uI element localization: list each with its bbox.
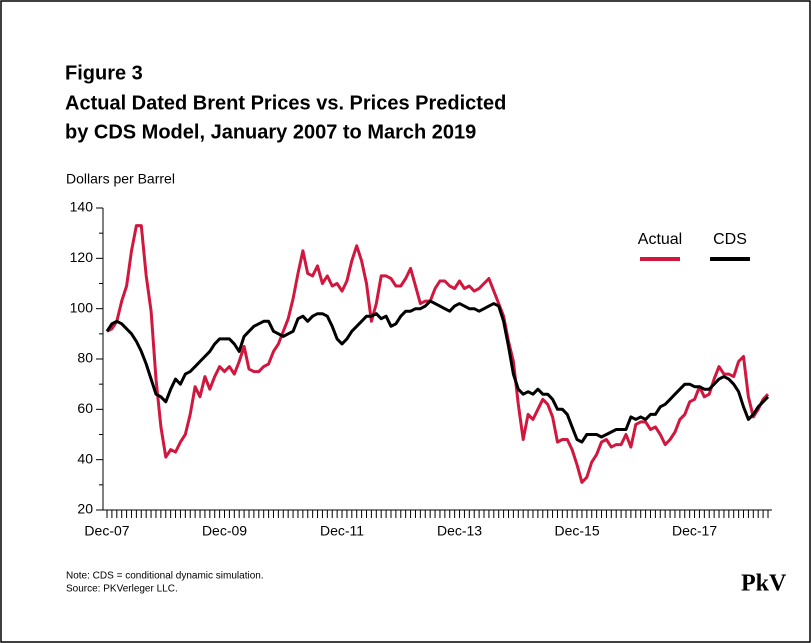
chart-title: by CDS Model, January 2007 to March 2019 bbox=[65, 121, 476, 143]
y-tick-label: 60 bbox=[77, 400, 93, 416]
y-tick-label: 100 bbox=[70, 299, 94, 315]
x-tick-label: Dec-13 bbox=[437, 523, 482, 539]
figure-number: Figure 3 bbox=[65, 62, 143, 84]
source: Source: PKVerleger LLC. bbox=[66, 584, 178, 595]
x-tick-label: Dec-15 bbox=[554, 523, 599, 539]
note: Note: CDS = conditional dynamic simulati… bbox=[66, 571, 264, 582]
legend-label: Actual bbox=[638, 231, 682, 248]
x-tick-label: Dec-09 bbox=[202, 523, 247, 539]
line-series bbox=[105, 299, 770, 444]
x-tick-label: Dec-11 bbox=[320, 523, 364, 539]
legend-label: CDS bbox=[713, 231, 747, 248]
x-tick-label: Dec-17 bbox=[672, 523, 717, 539]
x-tick-label: Dec-07 bbox=[84, 523, 129, 539]
chart-title: Actual Dated Brent Prices vs. Prices Pre… bbox=[65, 92, 506, 114]
y-tick-label: 140 bbox=[70, 199, 94, 215]
y-tick-label: 40 bbox=[77, 450, 93, 466]
y-axis-label: Dollars per Barrel bbox=[66, 171, 175, 187]
line-series bbox=[106, 224, 770, 484]
y-tick-label: 120 bbox=[70, 249, 94, 265]
y-tick-label: 80 bbox=[77, 350, 93, 366]
y-tick-label: 20 bbox=[77, 501, 93, 517]
logo: PkV bbox=[741, 571, 787, 597]
